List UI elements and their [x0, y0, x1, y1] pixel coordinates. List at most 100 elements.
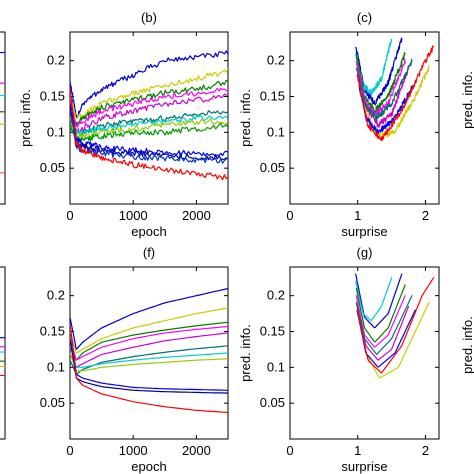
y-tick-label: 0.05	[40, 160, 65, 175]
x-tick-label: 2	[422, 443, 429, 458]
x-axis-label: epoch	[131, 224, 166, 239]
series-line	[355, 277, 393, 322]
panel-c: 0 1 2 0.05 0.1 0.15 0.2 (c) surprise pred. info.	[238, 10, 440, 239]
series-line	[0, 337, 5, 339]
y-tick-label: 0.15	[40, 324, 65, 339]
series-line	[70, 89, 228, 158]
y-tick-label: 0.1	[267, 359, 285, 374]
panel-e	[0, 266, 6, 440]
series-line	[355, 295, 413, 355]
series-line	[0, 346, 5, 348]
series-line	[0, 94, 5, 97]
x-axis-label: epoch	[131, 459, 166, 474]
series-line	[70, 323, 228, 414]
series-line	[0, 82, 5, 84]
series-line	[70, 345, 228, 375]
series-line	[355, 302, 410, 361]
series-line	[355, 60, 430, 139]
series-line	[355, 58, 406, 117]
series-line	[0, 51, 5, 54]
y-tick-label: 0.15	[260, 324, 285, 339]
y-axis-label: pred. info.	[238, 89, 253, 147]
series-line	[70, 87, 228, 128]
x-tick-label: 2000	[182, 208, 211, 223]
y-axis-label: pred. info.	[238, 324, 253, 382]
series-line	[70, 79, 228, 127]
x-tick-label: 2	[422, 208, 429, 223]
series-line	[70, 50, 228, 119]
series-line	[0, 351, 5, 353]
panel-f: 0 1000 2000 0.05 0.1 0.15 0.2 (f) epoch	[40, 245, 229, 474]
series-line	[355, 284, 406, 343]
panel-title: (b)	[141, 10, 157, 25]
series-line	[355, 295, 406, 348]
x-tick-label: 1	[354, 443, 361, 458]
y-tick-label: 0.2	[47, 53, 65, 68]
series-line	[355, 273, 403, 329]
x-tick-label: 0	[66, 208, 73, 223]
series-line	[356, 277, 435, 374]
y-tick-label: 0.1	[267, 124, 285, 139]
series-line	[0, 123, 5, 125]
series-line	[70, 352, 228, 372]
series-line	[70, 332, 228, 368]
series-line	[70, 93, 228, 134]
x-tick-label: 0	[286, 208, 293, 223]
y-tick-label: 0.05	[40, 395, 65, 410]
panel-e-frame	[0, 266, 6, 440]
series-line	[70, 323, 228, 391]
series-line	[0, 111, 5, 113]
series-line	[70, 325, 228, 361]
y-tick-label: 0.1	[47, 359, 65, 374]
panel-c-frame	[289, 31, 440, 205]
panel-a-frame	[0, 31, 6, 205]
series-line	[356, 45, 435, 141]
x-tick-label: 1	[354, 208, 361, 223]
y-tick-label: 0.15	[260, 89, 285, 104]
series-line	[0, 360, 5, 362]
y-axis-label-fragment: pred. info.	[460, 316, 474, 374]
panel-title: (f)	[143, 245, 155, 260]
series-line	[355, 58, 413, 122]
series-line	[0, 365, 5, 368]
x-tick-label: 0	[286, 443, 293, 458]
y-tick-label: 0.2	[267, 288, 285, 303]
x-tick-label: 0	[66, 443, 73, 458]
panel-b-frame	[69, 31, 229, 205]
y-tick-label: 0.2	[267, 53, 285, 68]
panel-g-plot	[355, 273, 435, 379]
y-tick-label: 0.05	[260, 160, 285, 175]
y-tick-label: 0.1	[47, 124, 65, 139]
x-axis-label: surprise	[341, 459, 387, 474]
x-tick-label: 1000	[119, 443, 148, 458]
y-axis-label-fragment: pred. info.	[460, 71, 474, 129]
x-axis-label: surprise	[341, 224, 387, 239]
y-axis-label: pred. info.	[18, 89, 33, 147]
panel-a	[0, 31, 6, 205]
panel-f-frame	[69, 266, 229, 440]
panel-title: (c)	[357, 10, 372, 25]
series-line	[70, 307, 228, 354]
series-line	[70, 321, 228, 361]
series-line	[355, 295, 430, 379]
x-tick-label: 2000	[182, 443, 211, 458]
y-tick-label: 0.05	[260, 395, 285, 410]
series-line	[70, 114, 228, 139]
series-line	[70, 87, 228, 181]
series-line	[70, 338, 228, 394]
panel-f-plot	[70, 287, 228, 414]
series-line	[0, 374, 5, 377]
series-line	[0, 172, 5, 174]
panel-b-plot	[70, 50, 228, 181]
panel-g-frame	[289, 266, 440, 440]
panel-title: (g)	[357, 245, 373, 260]
x-tick-label: 1000	[119, 208, 148, 223]
series-line	[70, 287, 228, 350]
panel-a-plot	[0, 51, 5, 174]
series-line	[70, 68, 228, 120]
y-tick-label: 0.15	[40, 89, 65, 104]
panel-e-plot	[0, 337, 5, 377]
y-tick-label: 0.2	[47, 288, 65, 303]
panel-b: 0 1000 2000 0.05 0.1 0.15 0.2 (b) epoch pred. inf…	[18, 10, 229, 239]
